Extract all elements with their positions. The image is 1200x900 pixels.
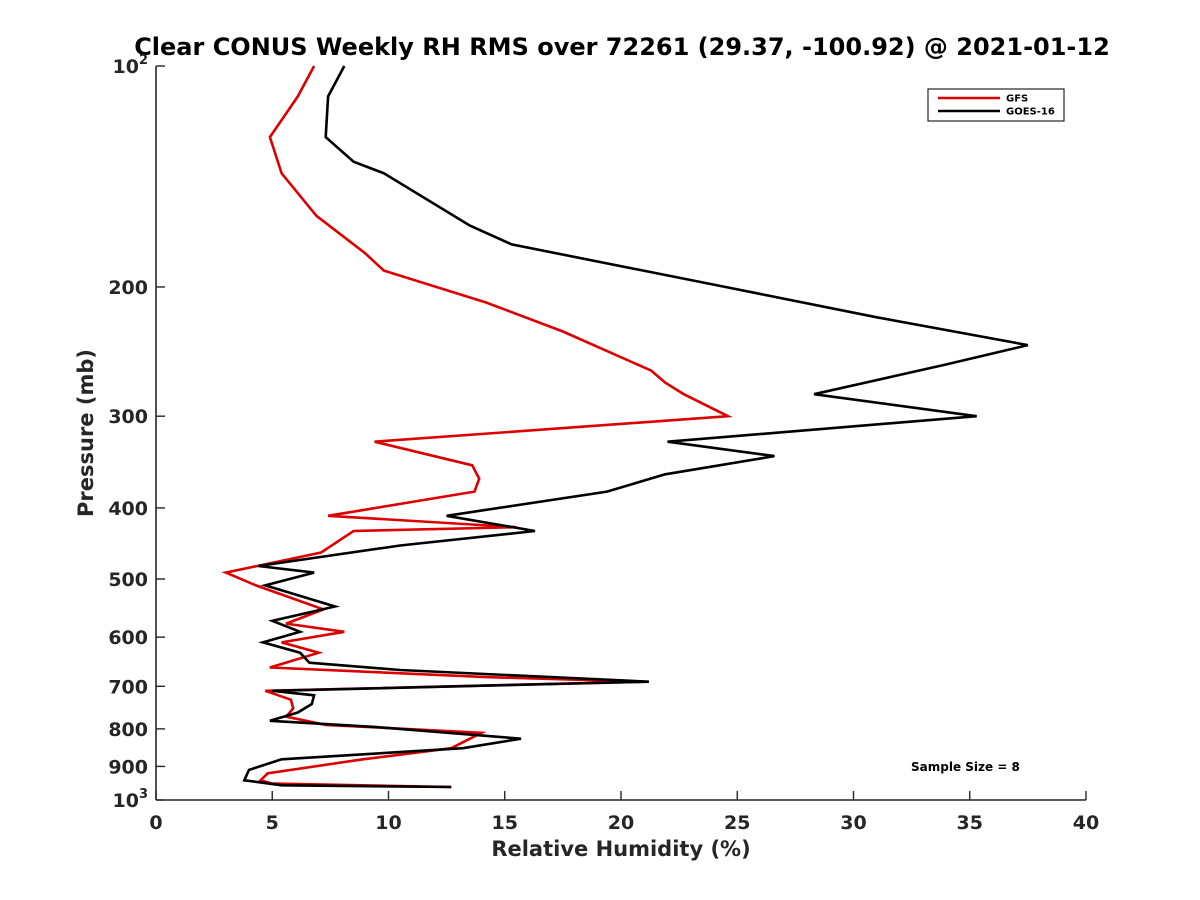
y-tick-label: 900 (108, 756, 148, 778)
y-tick-label: 400 (108, 498, 148, 520)
x-ticks: 0 5 10 15 20 25 30 35 40 (149, 791, 1099, 834)
x-tick-label: 10 (375, 812, 401, 834)
x-tick-label: 15 (492, 812, 518, 834)
y-tick-label: 700 (108, 676, 148, 698)
legend-box (927, 88, 1065, 122)
series-line-gfs (221, 65, 733, 789)
y-axis-label: Pressure (mb) (74, 349, 98, 517)
y-tick-label: 103 (113, 787, 149, 812)
legend-label-gfs: GFS (1006, 94, 1028, 105)
sample-size-annotation: Sample Size = 8 (911, 760, 1020, 774)
legend-label-goes16: GOES-16 (1006, 107, 1055, 118)
series-line-goes-16 (242, 65, 1029, 789)
y-tick-label: 500 (108, 569, 148, 591)
y-tick-label: 800 (108, 719, 148, 741)
y-tick-label: 200 (108, 277, 148, 299)
x-tick-label: 40 (1073, 812, 1099, 834)
series-layer (221, 65, 1029, 789)
x-tick-label: 30 (840, 812, 866, 834)
x-tick-label: 20 (608, 812, 634, 834)
x-axis-label: Relative Humidity (%) (491, 837, 750, 861)
y-tick-label: 600 (108, 627, 148, 649)
y-ticks: 102 200 300 400 500 600 700 800 900 103 (108, 53, 165, 812)
y-tick-label: 102 (113, 53, 149, 78)
legend: GFS GOES-16 (927, 88, 1065, 122)
x-tick-label: 35 (957, 812, 983, 834)
chart-title: Clear CONUS Weekly RH RMS over 72261 (29… (134, 33, 1110, 61)
x-tick-label: 25 (724, 812, 750, 834)
x-tick-label: 0 (149, 812, 162, 834)
x-tick-label: 5 (266, 812, 279, 834)
y-tick-label: 300 (108, 406, 148, 428)
